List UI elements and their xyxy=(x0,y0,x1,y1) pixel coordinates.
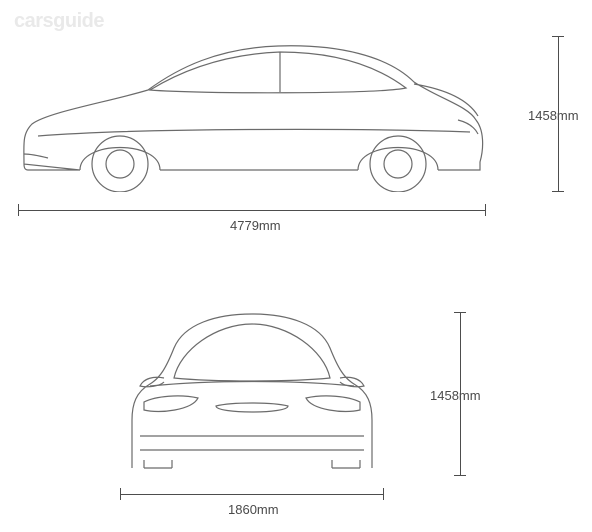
front-height-tick-bottom xyxy=(454,475,466,476)
side-height-tick-bottom xyxy=(552,191,564,192)
front-height-label: 1458mm xyxy=(430,388,481,403)
front-width-tick-right xyxy=(383,488,384,500)
car-front-view xyxy=(120,300,384,476)
front-height-tick-top xyxy=(454,312,466,313)
side-length-tick-left xyxy=(18,204,19,216)
side-length-label: 4779mm xyxy=(230,218,281,233)
side-length-tick-right xyxy=(485,204,486,216)
front-width-tick-left xyxy=(120,488,121,500)
dimension-diagram: carsguide 4779mm 1458mm xyxy=(0,0,592,532)
watermark-text: carsguide xyxy=(14,10,104,33)
side-length-dim-line xyxy=(18,210,486,211)
car-side-view xyxy=(18,36,486,192)
side-height-tick-top xyxy=(552,36,564,37)
side-height-label: 1458mm xyxy=(528,108,579,123)
front-width-label: 1860mm xyxy=(228,502,279,517)
front-width-dim-line xyxy=(120,494,384,495)
